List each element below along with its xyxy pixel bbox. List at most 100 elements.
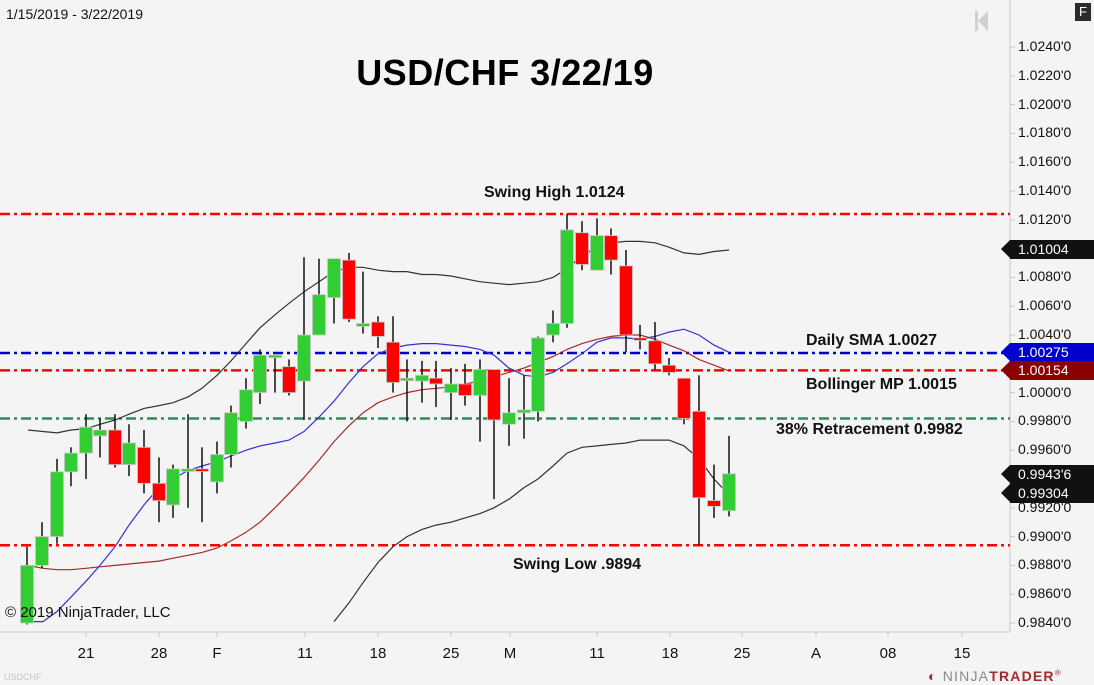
y-tick-label: 1.0200'0	[1018, 95, 1072, 112]
y-tick-label: 0.9860'0	[1018, 585, 1072, 602]
y-tick-label: 1.0080'0	[1018, 268, 1072, 285]
candle-bear	[633, 337, 647, 341]
candle-bear	[195, 468, 209, 472]
candle-bull	[415, 374, 429, 382]
candle-bull	[312, 294, 326, 336]
candle-bear	[648, 340, 662, 365]
x-tick-label: 08	[879, 645, 897, 662]
price-tag: 0.99304	[1001, 484, 1094, 503]
x-tick-label: 11	[297, 645, 313, 662]
x-tick-label: 21	[77, 645, 95, 662]
candle-bull	[531, 337, 545, 412]
x-tick-label: 15	[953, 645, 971, 662]
x-tick-label: M	[503, 645, 517, 662]
candle-bull	[473, 369, 487, 396]
candle-bear	[108, 429, 122, 466]
y-tick-label: 1.0180'0	[1018, 124, 1072, 141]
candle-bull	[64, 452, 78, 473]
y-tick-label: 1.0220'0	[1018, 66, 1072, 83]
candle-bear	[342, 259, 356, 320]
logo-ninja: NINJA	[942, 668, 990, 684]
y-tick-label: 1.0140'0	[1018, 182, 1072, 198]
y-tick-label: 1.0240'0	[1018, 38, 1072, 54]
candle-bear	[662, 364, 676, 373]
candle-bull	[297, 334, 311, 382]
candle-bull	[35, 536, 49, 566]
instrument-symbol: USDCHF	[4, 672, 42, 682]
x-tick-label: 18	[661, 645, 679, 662]
candle-bull	[79, 426, 93, 454]
candle-bull	[502, 412, 516, 425]
candle-bear	[458, 383, 472, 396]
price-tag: 1.00154	[1001, 361, 1094, 380]
y-tick-label: 0.9880'0	[1018, 556, 1072, 573]
scroll-to-start-icon[interactable]	[975, 10, 989, 37]
y-tick-label: 0.9980'0	[1018, 412, 1072, 429]
y-tick-label: 1.0040'0	[1018, 326, 1072, 342]
price-tag: 1.01004	[1001, 240, 1094, 259]
candle-bull	[239, 389, 253, 422]
ninjatrader-logo: ◐ NINJATRADER®	[928, 668, 1062, 684]
candle-bull	[181, 468, 195, 472]
y-tick-label: 0.9840'0	[1018, 614, 1072, 630]
x-axis-ticks	[85, 632, 963, 637]
level-annotation: Daily SMA 1.0027	[806, 332, 938, 349]
level-annotation: Swing High 1.0124	[484, 184, 625, 201]
indicator-line	[28, 328, 730, 623]
candle-bull	[253, 354, 267, 394]
candle-bear	[429, 377, 443, 385]
candle-bull	[210, 454, 224, 483]
logo-mark-icon: ◐	[928, 668, 938, 684]
y-tick-label: 1.0120'0	[1018, 210, 1072, 227]
indicator-line	[27, 334, 730, 571]
y-tick-label: 0.9900'0	[1018, 527, 1072, 544]
candle-bear	[575, 232, 589, 265]
level-annotation: 38% Retracement 0.9982	[776, 421, 963, 438]
y-axis-ticks	[1010, 46, 1015, 624]
x-tick-label: 25	[733, 645, 751, 662]
x-tick-label: F	[212, 645, 222, 662]
candle-bear	[604, 235, 618, 261]
candle-bear	[692, 410, 706, 499]
f-button[interactable]: F	[1075, 3, 1091, 21]
y-tick-label: 0.9960'0	[1018, 441, 1072, 458]
candle-bull	[590, 235, 604, 271]
candle-bear	[677, 377, 691, 419]
price-tag: 1.00275	[1001, 343, 1094, 362]
logo-registered: ®	[1054, 668, 1062, 678]
x-tick-label: 11	[589, 645, 605, 662]
candle-bull	[93, 429, 107, 437]
candle-bull	[20, 565, 34, 624]
candle-bear	[282, 366, 296, 393]
candle-bear	[619, 265, 633, 336]
candle-bull	[400, 377, 414, 382]
candle-bull	[224, 412, 238, 455]
candle-bear	[386, 341, 400, 383]
x-tick-label: 25	[442, 645, 460, 662]
candle-bear	[371, 321, 385, 337]
candle-bear	[137, 446, 151, 484]
x-tick-label: 18	[369, 645, 387, 662]
y-tick-label: 1.0160'0	[1018, 153, 1072, 170]
candle-bull	[166, 468, 180, 506]
price-tag: 0.9943'6	[1001, 465, 1094, 484]
candle-bull	[444, 383, 458, 393]
candlesticks	[20, 214, 736, 625]
logo-trader: TRADER	[989, 668, 1055, 684]
candle-bull	[268, 354, 282, 359]
candle-bull	[356, 323, 370, 327]
x-tick-label: A	[810, 645, 822, 662]
y-tick-label: 1.0000'0	[1018, 383, 1072, 400]
candle-bull	[122, 442, 136, 466]
x-tick-label: 28	[150, 645, 168, 662]
y-tick-label: 1.0060'0	[1018, 297, 1072, 314]
candle-bull	[327, 258, 341, 298]
candle-bear	[487, 369, 501, 421]
candle-bull	[560, 229, 574, 324]
candle-bull	[546, 323, 560, 336]
date-range-label: 1/15/2019 - 3/22/2019	[6, 6, 144, 22]
candle-bull	[517, 409, 531, 414]
candle-bull	[722, 473, 736, 512]
copyright-text: © 2019 NinjaTrader, LLC	[5, 604, 171, 621]
